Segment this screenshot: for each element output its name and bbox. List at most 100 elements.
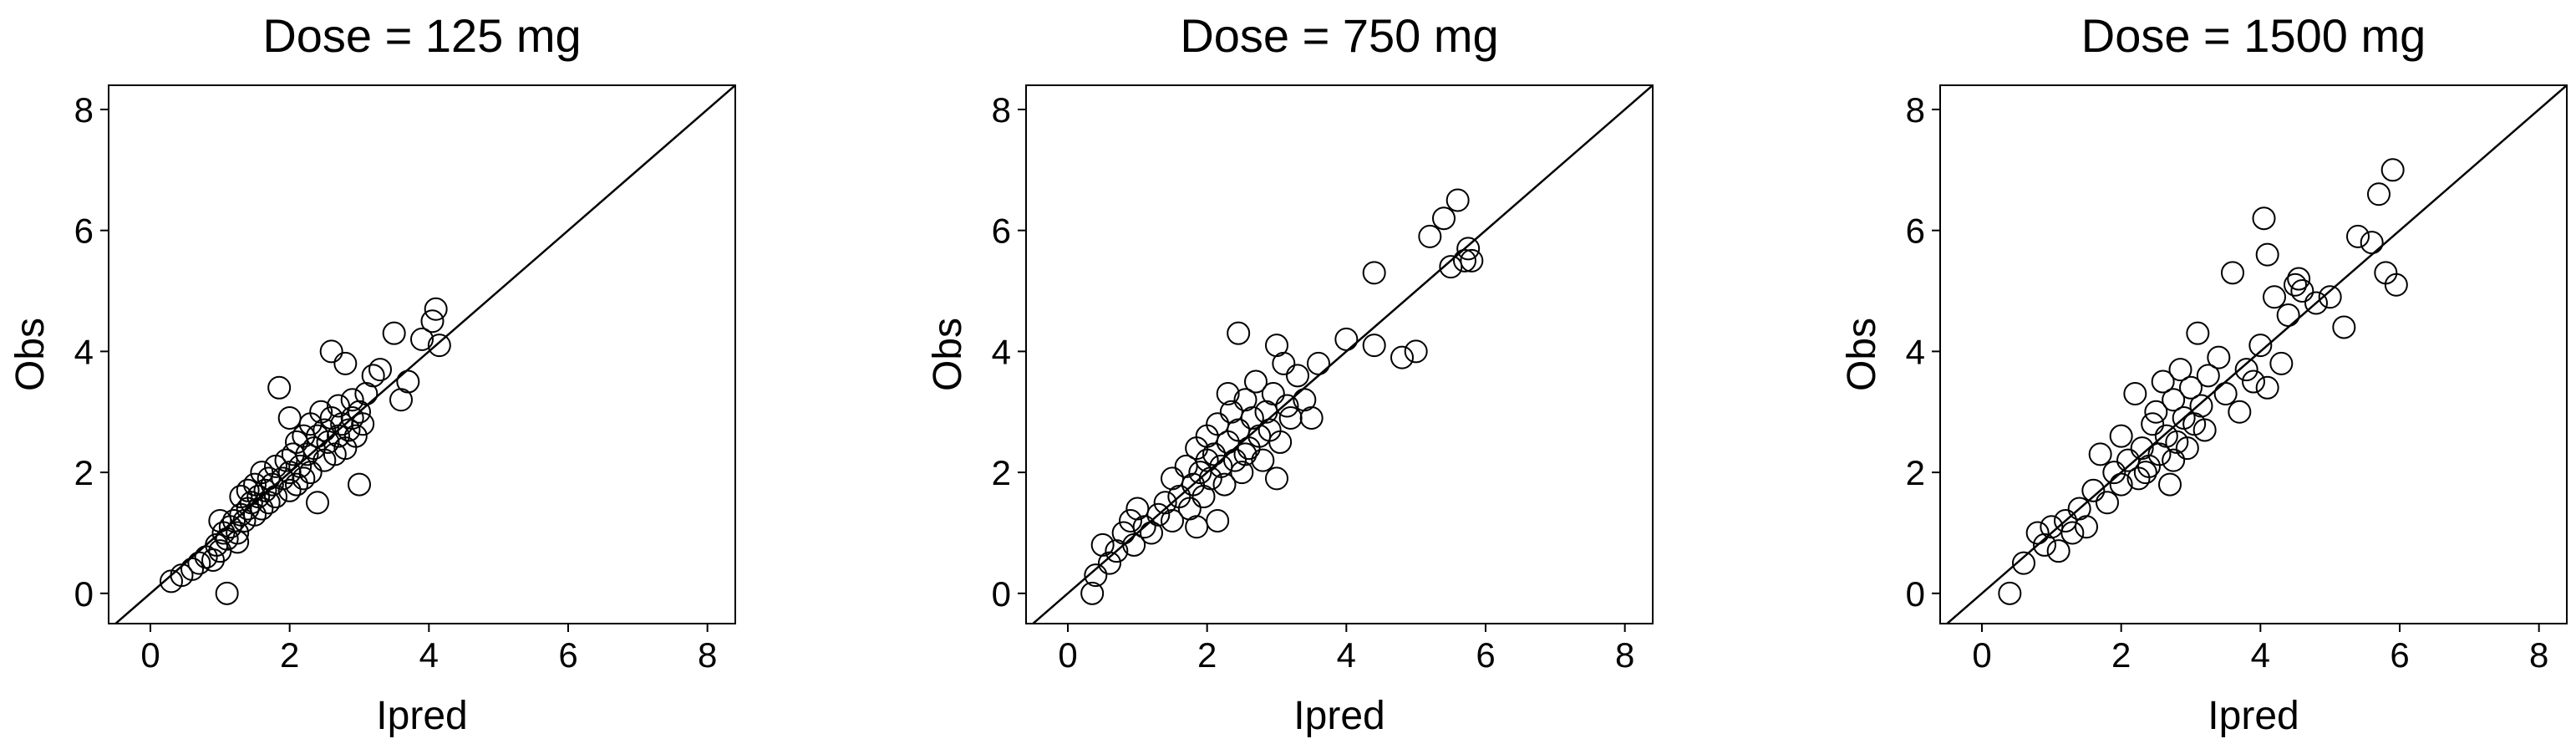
data-point (277, 478, 302, 502)
data-point (1146, 502, 1171, 527)
data-point (2081, 478, 2106, 502)
data-point (1122, 532, 1146, 557)
y-tick-label: 6 (992, 211, 1011, 251)
data-point (2367, 182, 2391, 206)
data-point (180, 557, 204, 581)
y-tick-label: 4 (992, 332, 1011, 371)
panel-title: Dose = 1500 mg (2081, 9, 2426, 62)
data-point (1084, 563, 1108, 588)
data-point (2141, 412, 2165, 436)
data-point (257, 491, 281, 515)
x-tick-label: 4 (419, 635, 439, 675)
data-point (1202, 442, 1226, 466)
data-point (2263, 285, 2286, 309)
data-point (1418, 224, 1442, 248)
data-point (427, 334, 451, 358)
x-axis-title: Ipred (1293, 694, 1385, 738)
x-tick-label: 6 (2390, 635, 2409, 675)
data-point (2252, 206, 2276, 231)
data-point (277, 405, 302, 430)
data-point (1132, 515, 1156, 539)
data-point (1456, 237, 1481, 261)
y-tick-label: 0 (1906, 574, 1925, 614)
y-tick-label: 6 (74, 211, 94, 251)
data-point (1251, 448, 1275, 472)
data-point (2151, 369, 2175, 394)
data-point (243, 502, 267, 527)
data-point (340, 388, 364, 412)
data-point (1299, 405, 1324, 430)
data-point (2380, 158, 2405, 182)
data-point (2360, 231, 2384, 255)
panel-title: Dose = 750 mg (1180, 9, 1498, 62)
data-point (2123, 382, 2147, 406)
data-point (2213, 382, 2238, 406)
data-point (1998, 581, 2022, 605)
data-point (2158, 472, 2182, 497)
x-tick-label: 6 (558, 635, 577, 675)
data-point (1272, 351, 1296, 375)
data-point (1119, 508, 1142, 532)
data-point (2287, 267, 2311, 291)
data-point (2186, 321, 2210, 345)
data-point (2332, 315, 2356, 339)
x-tick-label: 4 (2251, 635, 2270, 675)
data-point (1268, 430, 1293, 454)
identity-line (114, 85, 735, 624)
y-tick-label: 4 (1906, 332, 1925, 371)
data-point (2207, 345, 2231, 369)
y-tick-label: 6 (1906, 211, 1925, 251)
data-point (1098, 551, 1121, 575)
data-points (1998, 158, 2408, 605)
data-point (368, 358, 392, 382)
data-point (1432, 206, 1456, 231)
data-point (1278, 405, 1303, 430)
data-point (226, 521, 250, 545)
data-point (306, 491, 329, 515)
data-point (2109, 472, 2133, 497)
data-point (1390, 345, 1414, 369)
data-point (1206, 412, 1230, 436)
y-tick-label: 2 (74, 453, 94, 492)
data-point (2116, 448, 2140, 472)
data-point (2242, 369, 2265, 394)
data-point (1195, 448, 1219, 472)
x-tick-label: 0 (1972, 635, 1991, 675)
data-point (2192, 418, 2217, 442)
data-point (2054, 508, 2077, 532)
data-point (2228, 400, 2252, 424)
data-point (1439, 255, 1463, 279)
data-point (1161, 508, 1184, 532)
data-point (298, 461, 323, 485)
y-tick-label: 2 (1906, 453, 1925, 492)
data-point (295, 442, 319, 466)
x-tick-label: 8 (698, 635, 717, 675)
data-point (348, 472, 371, 497)
data-point (2290, 279, 2314, 303)
data-point (1460, 248, 1484, 273)
data-point (1212, 472, 1237, 497)
data-point (2133, 461, 2157, 485)
data-point (343, 424, 368, 448)
panel-1: Dose = 125 mg 0 2 4 6 8 0 2 4 6 8 Ipred Obs (8, 9, 736, 738)
data-point (1362, 334, 1386, 358)
data-point (2012, 551, 2035, 575)
data-point (2276, 303, 2300, 327)
data-point (2384, 273, 2408, 297)
data-point (201, 548, 225, 573)
data-point (1227, 418, 1251, 442)
x-axis-title: Ipred (376, 694, 467, 738)
x-tick-label: 2 (1197, 635, 1217, 675)
data-point (2248, 334, 2273, 358)
data-point (337, 418, 361, 442)
data-point (2075, 515, 2098, 539)
x-tick-label: 8 (1615, 635, 1634, 675)
data-point (2196, 364, 2220, 388)
panel-3: Dose = 1500 mg 0 2 4 6 8 0 2 4 6 8 Ipred Obs (1840, 9, 2568, 738)
data-point (1265, 466, 1288, 491)
x-tick-label: 0 (1058, 635, 1077, 675)
data-point (2102, 461, 2126, 485)
data-point (2269, 351, 2294, 375)
data-point (2046, 539, 2070, 563)
